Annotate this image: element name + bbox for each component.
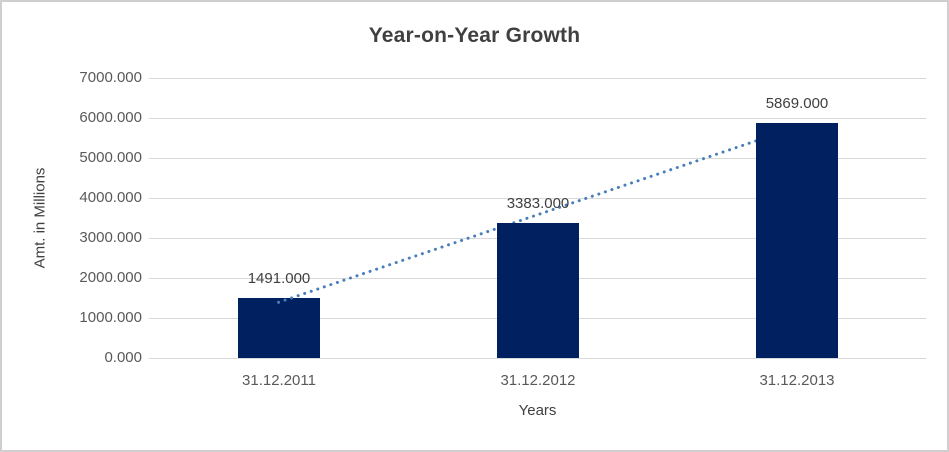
trendline — [277, 125, 798, 304]
data-label: 5869.000 — [765, 95, 829, 112]
y-tick-label: 4000.000 — [79, 189, 142, 206]
y-tick-label: 1000.000 — [79, 309, 142, 326]
data-label: 3383.000 — [506, 195, 570, 212]
data-label: 1491.000 — [247, 270, 311, 287]
bar-31.12.2013 — [756, 123, 838, 358]
y-tick-label: 5000.000 — [79, 149, 142, 166]
y-axis-title: Amt. in Millions — [31, 167, 49, 269]
y-tick-label: 0.000 — [104, 349, 142, 366]
gridline — [149, 158, 926, 159]
x-tick-label: 31.12.2012 — [500, 372, 576, 389]
y-tick-label: 3000.000 — [79, 229, 142, 246]
x-axis-line — [149, 358, 926, 359]
x-tick-label: 31.12.2013 — [759, 372, 835, 389]
y-tick-label: 2000.000 — [79, 269, 142, 286]
x-tick-label: 31.12.2011 — [242, 372, 316, 389]
gridline — [149, 118, 926, 119]
x-axis-title: Years — [518, 402, 557, 419]
gridline — [149, 198, 926, 199]
gridline — [149, 78, 926, 79]
y-tick-label: 7000.000 — [79, 69, 142, 86]
plot-area: 1491.000 3383.000 5869.000 — [149, 78, 926, 359]
chart-title: Year-on-Year Growth — [368, 24, 581, 47]
bar-31.12.2012 — [497, 223, 579, 358]
y-tick-label: 6000.000 — [79, 109, 142, 126]
bar-31.12.2011 — [238, 298, 320, 358]
